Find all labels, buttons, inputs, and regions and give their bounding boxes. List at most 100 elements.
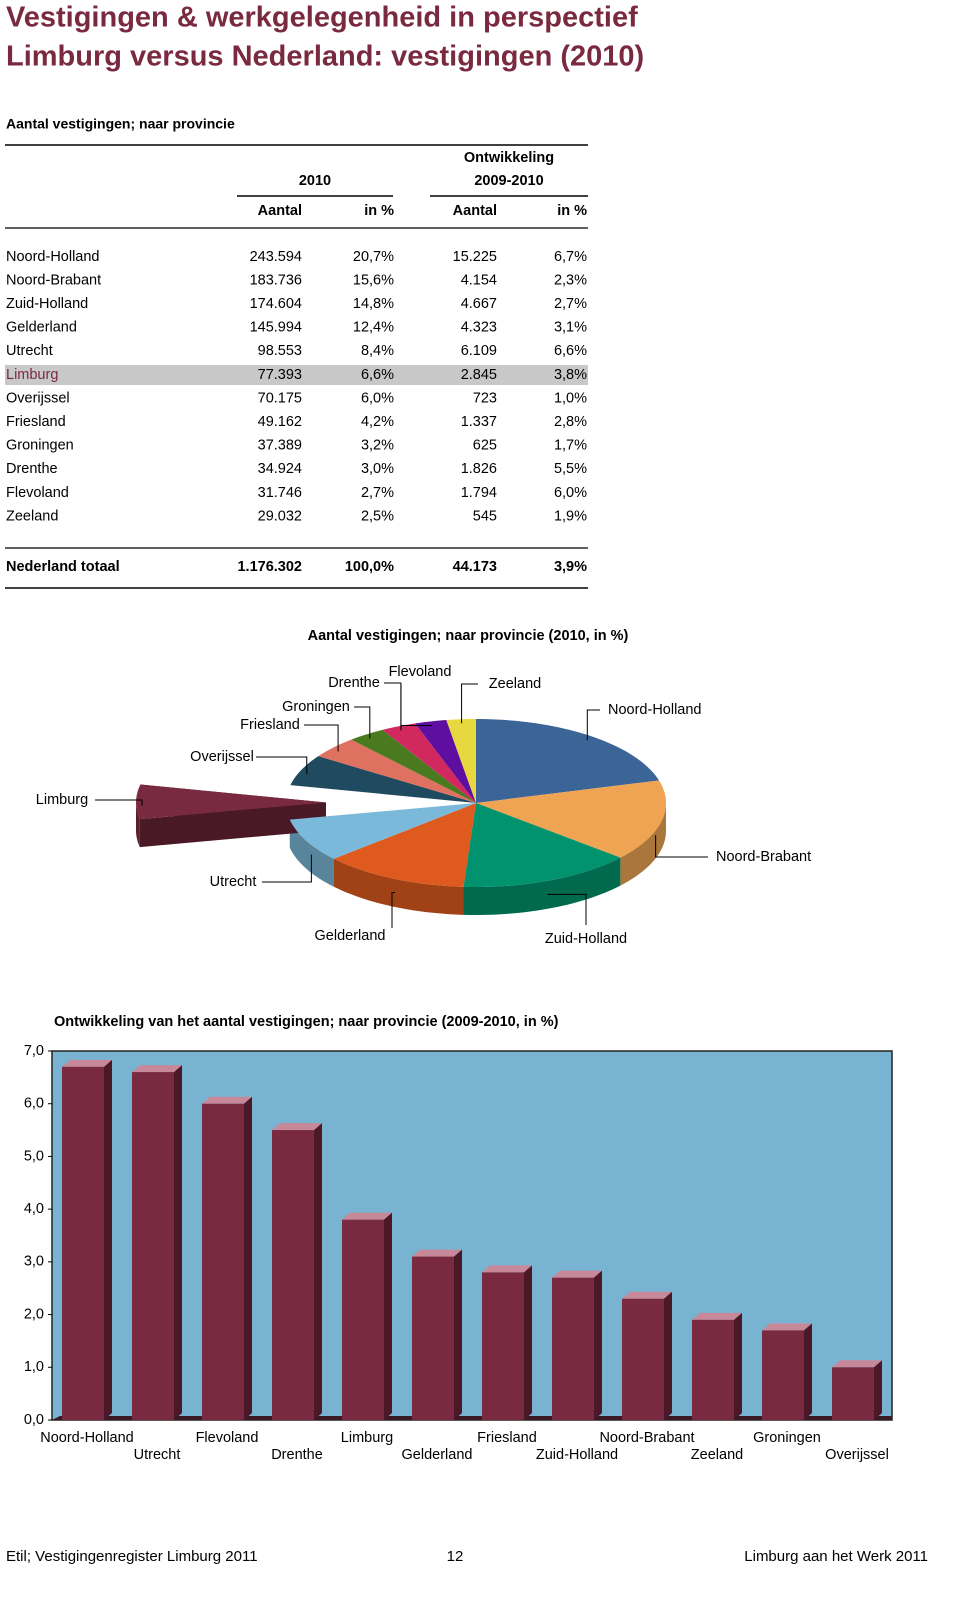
x-tick-label: Groningen <box>753 1430 821 1446</box>
bar <box>342 1219 384 1420</box>
cell: 145.994 <box>250 320 302 336</box>
y-tick-label: 4,0 <box>24 1201 44 1217</box>
cell: 34.924 <box>258 461 302 477</box>
cell: 3,0% <box>361 461 394 477</box>
pie-tops <box>136 719 666 887</box>
pie-side <box>463 857 621 915</box>
x-tick-label: Utrecht <box>134 1447 181 1463</box>
footer-left: Etil; Vestigingenregister Limburg 2011 <box>6 1548 258 1565</box>
bar-top <box>132 1065 182 1073</box>
row-label: Friesland <box>6 414 66 430</box>
bar <box>272 1130 314 1420</box>
row-label: Zeeland <box>6 508 58 524</box>
cell: 1.337 <box>461 414 497 430</box>
bar-side <box>524 1265 532 1420</box>
cell: 15.225 <box>453 249 497 265</box>
cell: 1,7% <box>554 438 587 454</box>
cell: 6.109 <box>461 343 497 359</box>
pie-label: Friesland <box>240 717 300 733</box>
bar-top <box>482 1265 532 1273</box>
pie-label: Noord-Brabant <box>716 849 811 865</box>
pie-side <box>620 803 666 886</box>
pie-label: Drenthe <box>328 675 380 691</box>
group-header: 2010 <box>299 173 331 189</box>
cell: 2,3% <box>554 272 587 288</box>
cell: 31.746 <box>258 485 302 501</box>
cell: 37.389 <box>258 438 302 454</box>
row-label: Noord-Brabant <box>6 272 101 288</box>
leader-line <box>547 893 587 925</box>
bar-side <box>104 1059 112 1420</box>
bar-side <box>874 1360 882 1420</box>
cell: 4,2% <box>361 414 394 430</box>
cell: 723 <box>473 390 497 406</box>
cell: 29.032 <box>258 508 302 524</box>
x-tick-label: Limburg <box>341 1430 393 1446</box>
bar <box>412 1256 454 1420</box>
cell: 12,4% <box>353 320 394 336</box>
leader-line <box>262 854 312 883</box>
cell: 15,6% <box>353 272 394 288</box>
chart-title: Aantal vestigingen; naar provincie (2010… <box>308 628 629 644</box>
row-label: Gelderland <box>6 320 77 336</box>
cell: 1.826 <box>461 461 497 477</box>
bar <box>762 1330 804 1420</box>
pie-label: Overijssel <box>190 749 254 765</box>
row-label: Groningen <box>6 438 74 454</box>
column-header: Aantal <box>258 203 302 219</box>
bar-side <box>594 1270 602 1420</box>
cell: 6,0% <box>554 485 587 501</box>
leader-line <box>655 835 708 858</box>
pie-slice <box>289 803 476 859</box>
bar-top <box>272 1123 322 1131</box>
cell: 1,9% <box>554 508 587 524</box>
column-header: Aantal <box>453 203 497 219</box>
title: Vestigingen & werkgelegenheid in perspec… <box>6 2 638 34</box>
cell: 243.594 <box>250 249 302 265</box>
leader-line <box>461 683 478 724</box>
pie-label: Zeeland <box>489 676 541 692</box>
pie-label: Utrecht <box>210 874 257 890</box>
cell: 2,7% <box>361 485 394 501</box>
leader-line <box>391 891 396 928</box>
bar-side <box>804 1323 812 1420</box>
x-tick-label: Zeeland <box>691 1447 743 1463</box>
pie-label: Flevoland <box>389 664 452 680</box>
cell: 98.553 <box>258 343 302 359</box>
cell: 14,8% <box>353 296 394 312</box>
bar-side <box>244 1096 252 1420</box>
row-label: Drenthe <box>6 461 58 477</box>
cell: 5,5% <box>554 461 587 477</box>
leader-line <box>95 799 143 806</box>
bar-side <box>384 1212 392 1420</box>
leader-line <box>384 682 402 731</box>
pie-side <box>136 802 140 848</box>
pie-slice <box>136 784 327 820</box>
leader-line <box>400 684 432 726</box>
row-label: Flevoland <box>6 485 69 501</box>
bar-top <box>62 1059 112 1067</box>
cell: 2,5% <box>361 508 394 524</box>
plot-floor <box>52 1416 892 1420</box>
bar <box>202 1103 244 1420</box>
leader-line <box>256 756 308 775</box>
pie-slice <box>476 780 666 858</box>
cell: 77.393 <box>258 367 302 383</box>
row-label: Overijssel <box>6 390 70 406</box>
pie-slice <box>333 803 476 887</box>
chart-title: Ontwikkeling van het aantal vestigingen;… <box>54 1014 559 1030</box>
y-tick-label: 1,0 <box>24 1359 44 1375</box>
column-header: in % <box>557 203 587 219</box>
cell: 183.736 <box>250 272 302 288</box>
x-tick-label: Drenthe <box>271 1447 323 1463</box>
pie-label: Zuid-Holland <box>545 931 627 947</box>
bar-top <box>202 1096 252 1104</box>
bar-top <box>762 1323 812 1331</box>
pie-slice <box>463 803 621 887</box>
cell: 6,6% <box>361 367 394 383</box>
pie-slice <box>446 719 476 803</box>
group-header: Ontwikkeling <box>464 150 554 166</box>
total-cell: Nederland totaal <box>6 559 120 575</box>
title: Limburg versus Nederland: vestigingen (2… <box>6 41 644 73</box>
pie-label: Gelderland <box>315 928 386 944</box>
